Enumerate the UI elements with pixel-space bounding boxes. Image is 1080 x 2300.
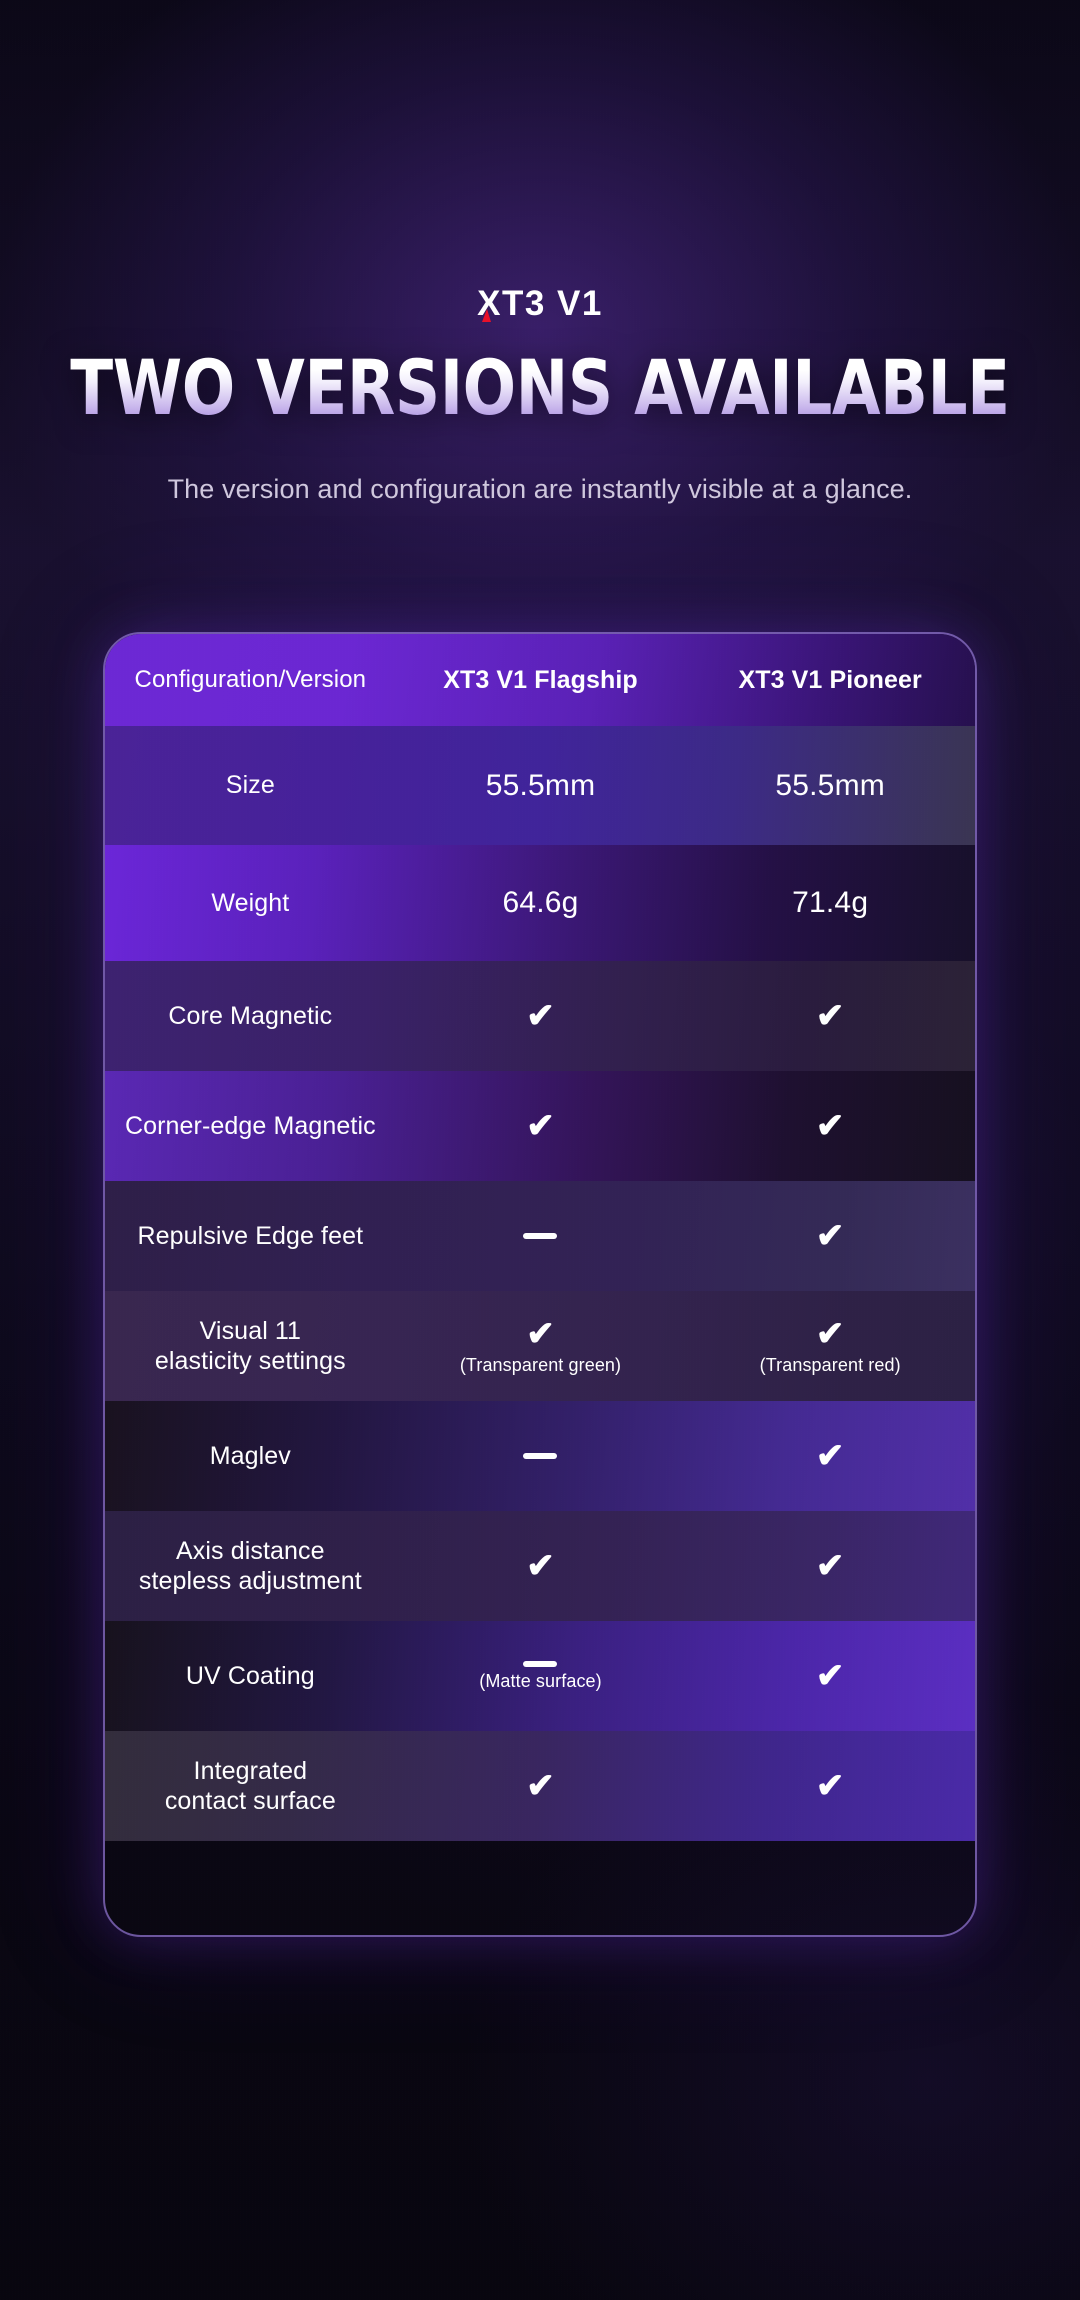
cell-note: (Transparent green) — [459, 1354, 622, 1375]
page-subtitle: The version and configuration are instan… — [167, 474, 913, 504]
feature-label-text: Core Magnetic — [168, 1001, 333, 1030]
table-row: Visual 11 elasticity settings ✔ (Transparen… — [105, 1291, 975, 1401]
cell-feature-label: Visual 11 elasticity settings — [105, 1316, 396, 1377]
dash-icon — [523, 1660, 558, 1667]
cell-pioneer: ✔ — [685, 1439, 975, 1473]
cell-feature-label: Core Magnetic — [105, 1001, 396, 1032]
table-body: Size 55.5mm 55.5mm Weight 64.6g 71.4g Core Mag… — [105, 726, 975, 1841]
feature-label-text: Repulsive Edge feet — [137, 1221, 364, 1250]
cell-flagship — [396, 1453, 686, 1459]
check-icon: ✔ — [526, 1107, 555, 1145]
cell-value: 71.4g — [792, 886, 869, 919]
column-header-flagship: XT3 V1 Flagship — [443, 665, 638, 694]
cell-pioneer: ✔ — [685, 1769, 975, 1803]
table-row: UV Coating (Matte surface) ✔ — [105, 1621, 975, 1731]
feature-label-text: Corner-edge Magnetic — [124, 1111, 376, 1140]
logo-x-glyph: X — [477, 286, 502, 322]
check-icon: ✔ — [815, 1767, 845, 1805]
feature-label-text: Visual 11 elasticity settings — [154, 1316, 346, 1376]
feature-label-text: Weight — [211, 888, 290, 917]
cell-value: 64.6g — [502, 886, 579, 919]
brand-logo: X T3 V1 — [0, 284, 1080, 323]
cell-flagship: ✔ — [396, 1109, 686, 1143]
table-row: Integrated contact surface ✔ ✔ — [105, 1731, 975, 1841]
cell-flagship: (Matte surface) — [396, 1660, 686, 1692]
cell-feature-label: UV Coating — [105, 1661, 396, 1692]
table-row: Axis distance stepless adjustment ✔ ✔ — [105, 1511, 975, 1621]
feature-label-text: Maglev — [209, 1441, 291, 1470]
column-header-feature: Configuration/Version — [134, 666, 367, 693]
logo-rest: T3 V1 — [501, 284, 603, 323]
cell-note: (Matte surface) — [479, 1670, 602, 1691]
check-icon: ✔ — [815, 1217, 845, 1255]
check-icon: ✔ — [526, 1547, 555, 1585]
dash-icon — [523, 1453, 558, 1459]
cell-feature-label: Maglev — [105, 1441, 396, 1472]
check-icon: ✔ — [815, 1314, 845, 1353]
check-icon: ✔ — [815, 1547, 845, 1585]
cell-pioneer: ✔ — [685, 1109, 975, 1143]
cell-flagship: 64.6g — [396, 886, 686, 920]
check-icon: ✔ — [815, 997, 845, 1035]
table-row: Weight 64.6g 71.4g — [105, 845, 975, 961]
cell-pioneer: ✔ — [685, 999, 975, 1033]
cell-feature-label: Integrated contact surface — [105, 1756, 396, 1817]
cell-pioneer: 71.4g — [685, 886, 975, 920]
column-header-pioneer: XT3 V1 Pioneer — [738, 665, 922, 694]
logo-red-accent-icon — [482, 309, 492, 322]
cell-value: 55.5mm — [775, 768, 885, 802]
table-row: Corner-edge Magnetic ✔ ✔ — [105, 1071, 975, 1181]
page-title: TWO VERSIONS AVAILABLE — [43, 350, 1037, 426]
check-icon: ✔ — [526, 1314, 555, 1353]
check-icon: ✔ — [526, 997, 555, 1035]
cell-note: (Transparent red) — [759, 1354, 901, 1375]
cell-feature-label: Repulsive Edge feet — [105, 1221, 396, 1252]
table-header-row: Configuration/Version XT3 V1 Flagship XT… — [105, 634, 975, 726]
cell-pioneer: ✔ (Transparent red) — [685, 1317, 975, 1376]
cell-flagship: ✔ — [396, 1549, 686, 1583]
cell-pioneer: 55.5mm — [685, 769, 975, 803]
table-row: Repulsive Edge feet ✔ — [105, 1181, 975, 1291]
feature-label-text: UV Coating — [185, 1661, 315, 1690]
cell-feature-label: Corner-edge Magnetic — [105, 1111, 396, 1142]
table-row: Maglev ✔ — [105, 1401, 975, 1511]
cell-flagship: ✔ (Transparent green) — [396, 1317, 686, 1376]
table-row: Core Magnetic ✔ ✔ — [105, 961, 975, 1071]
cell-value: 55.5mm — [485, 768, 596, 802]
cell-flagship — [396, 1233, 686, 1239]
feature-label-text: Size — [225, 771, 275, 800]
check-icon: ✔ — [815, 1107, 845, 1145]
check-icon: ✔ — [526, 1767, 555, 1805]
check-icon: ✔ — [815, 1657, 845, 1695]
cell-flagship: ✔ — [396, 999, 686, 1033]
table-row: Size 55.5mm 55.5mm — [105, 726, 975, 845]
dash-icon — [523, 1233, 558, 1239]
cell-feature-label: Weight — [105, 888, 396, 919]
cell-pioneer: ✔ — [685, 1659, 975, 1693]
feature-label-text: Axis distance stepless adjustment — [138, 1536, 362, 1596]
cell-pioneer: ✔ — [685, 1219, 975, 1253]
comparison-table-card: Configuration/Version XT3 V1 Flagship XT… — [103, 632, 977, 1937]
check-icon: ✔ — [815, 1437, 845, 1475]
cell-feature-label: Size — [105, 770, 396, 801]
cell-flagship: ✔ — [396, 1769, 686, 1803]
cell-feature-label: Axis distance stepless adjustment — [105, 1536, 396, 1597]
feature-label-text: Integrated contact surface — [164, 1756, 336, 1816]
cell-flagship: 55.5mm — [396, 769, 686, 803]
cell-pioneer: ✔ — [685, 1549, 975, 1583]
